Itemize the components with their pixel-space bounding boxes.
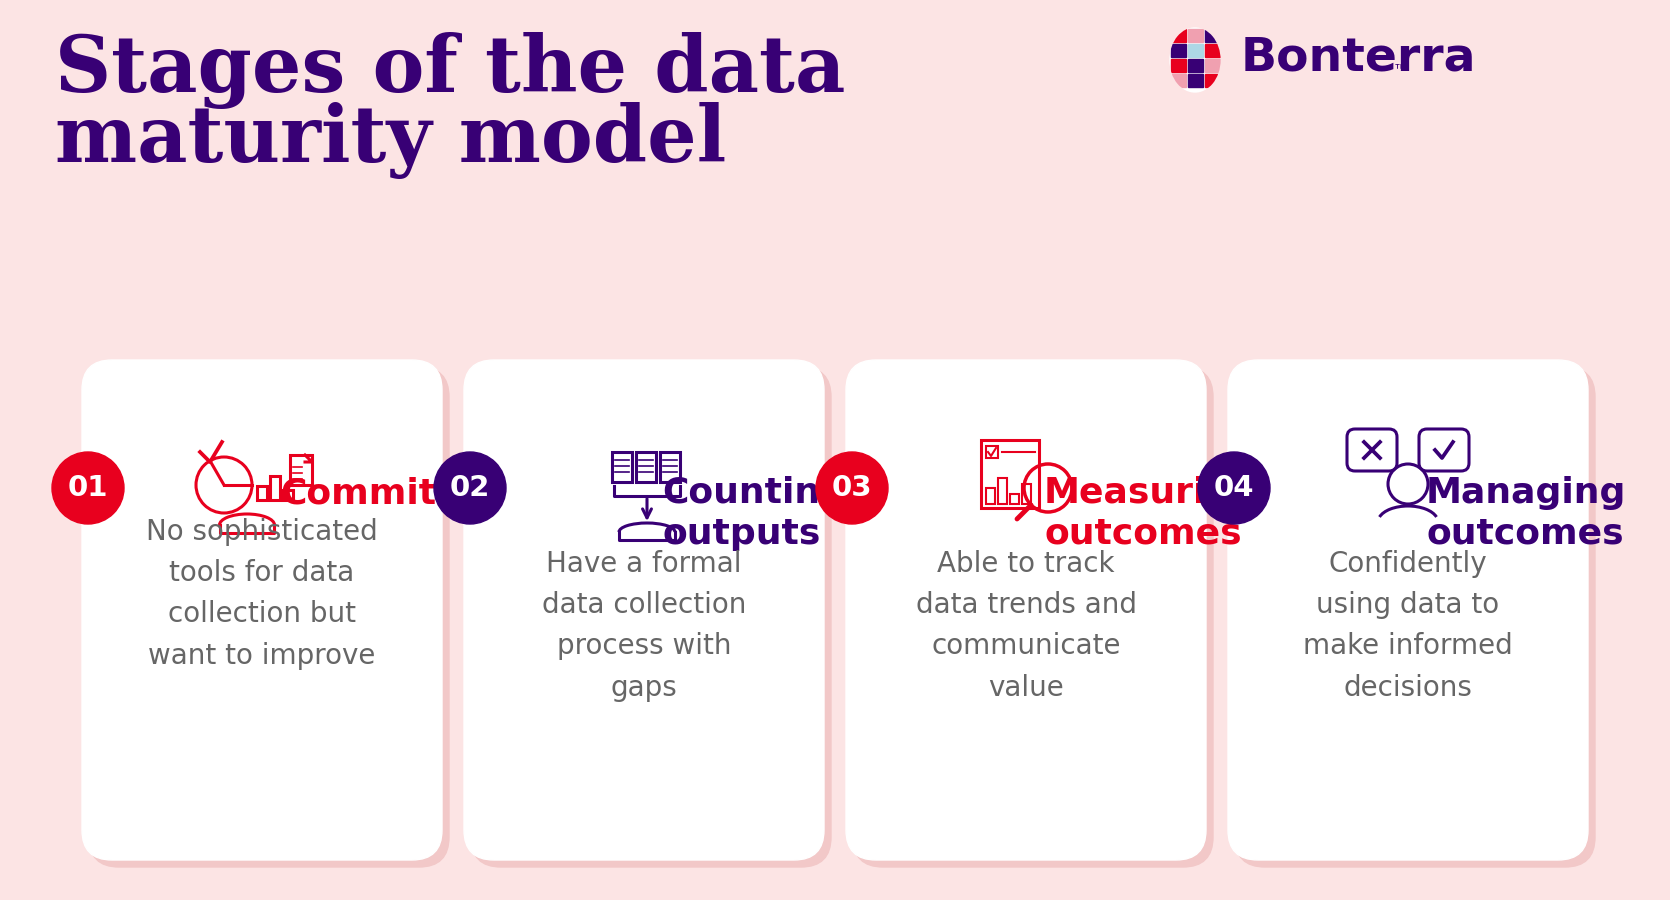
Bar [282, 490, 292, 500]
Bar [1206, 59, 1221, 72]
FancyBboxPatch shape [464, 360, 823, 860]
Bar [985, 488, 995, 504]
Bar [636, 452, 656, 482]
Circle shape [52, 452, 124, 524]
FancyBboxPatch shape [471, 367, 832, 867]
Text: Have a formal
data collection
process with
gaps: Have a formal data collection process wi… [541, 550, 746, 702]
Text: 04: 04 [1214, 474, 1254, 502]
Bar [985, 446, 999, 458]
FancyBboxPatch shape [1236, 367, 1595, 867]
Bar [1010, 494, 1019, 504]
Bar [271, 476, 281, 500]
FancyBboxPatch shape [1227, 360, 1588, 860]
Text: Measuring
outcomes: Measuring outcomes [1044, 476, 1258, 551]
Bar [660, 452, 680, 482]
Bar [1187, 29, 1202, 42]
Text: Confidently
using data to
make informed
decisions: Confidently using data to make informed … [1303, 550, 1513, 702]
Text: Counting
outputs: Counting outputs [661, 476, 847, 551]
Bar [999, 478, 1007, 504]
FancyBboxPatch shape [847, 360, 1206, 860]
Text: 02: 02 [449, 474, 491, 502]
Text: 01: 01 [68, 474, 109, 502]
Bar [1171, 74, 1186, 87]
Bar [1022, 484, 1030, 504]
FancyBboxPatch shape [853, 367, 1212, 867]
Bar [1206, 74, 1221, 87]
Bar [1206, 44, 1221, 57]
Text: Bonterra: Bonterra [1241, 35, 1476, 80]
Text: Managing
outcomes: Managing outcomes [1426, 476, 1627, 551]
Circle shape [817, 452, 888, 524]
Bar [1187, 74, 1202, 87]
Circle shape [1197, 452, 1269, 524]
Bar [1171, 44, 1186, 57]
Text: ™: ™ [1393, 61, 1409, 79]
Bar [1187, 59, 1202, 72]
Text: Stages of the data: Stages of the data [55, 32, 845, 109]
Text: No sophisticated
tools for data
collection but
want to improve: No sophisticated tools for data collecti… [147, 518, 377, 670]
Bar [980, 440, 1039, 508]
Text: 03: 03 [832, 474, 872, 502]
Bar [1187, 44, 1202, 57]
Text: Committed: Committed [281, 476, 504, 510]
Text: maturity model: maturity model [55, 102, 726, 179]
Bar [291, 455, 312, 485]
Bar [611, 452, 631, 482]
Bar [1206, 29, 1221, 42]
Bar [1171, 59, 1186, 72]
Text: Able to track
data trends and
communicate
value: Able to track data trends and communicat… [915, 550, 1137, 702]
Circle shape [434, 452, 506, 524]
Bar [1171, 29, 1186, 42]
Ellipse shape [1161, 19, 1229, 101]
Bar [257, 486, 267, 500]
FancyBboxPatch shape [89, 367, 449, 867]
FancyBboxPatch shape [82, 360, 443, 860]
